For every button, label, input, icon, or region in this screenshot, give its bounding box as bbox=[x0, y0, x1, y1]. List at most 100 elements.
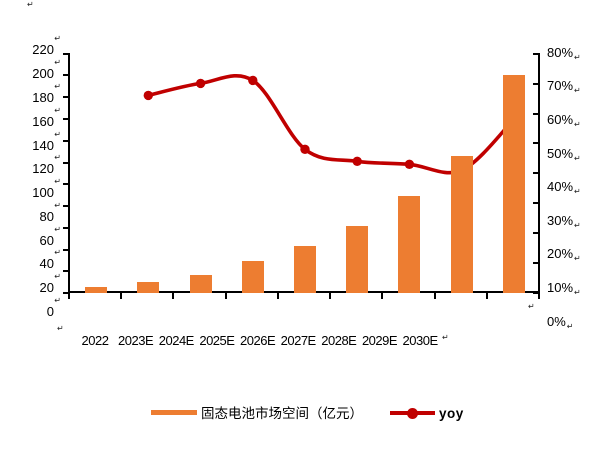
y-right-tick-label: 20%↵ bbox=[547, 246, 581, 264]
return-mark-artifact: ↵ bbox=[57, 324, 64, 333]
y-left-tick bbox=[63, 52, 69, 55]
bar-2028E bbox=[398, 196, 421, 293]
return-mark-artifact: ↵ bbox=[54, 34, 61, 44]
y-right-tick-text: 50% bbox=[547, 145, 574, 161]
y-left-tick-text: 200 bbox=[32, 66, 54, 82]
y-right-tick-text: 20% bbox=[547, 246, 574, 262]
yoy-marker-2025E bbox=[248, 75, 258, 86]
y-right-tick-label: 80%↵ bbox=[547, 45, 581, 62]
x-axis-label: 2023E bbox=[118, 333, 154, 348]
y-left-tick bbox=[63, 226, 69, 229]
yoy-marker-2026E bbox=[300, 144, 310, 154]
return-mark-artifact: ↵ bbox=[54, 296, 61, 305]
x-axis-label: 2028E bbox=[321, 333, 357, 348]
return-mark-artifact: ↵ bbox=[54, 272, 61, 282]
y-right-tick bbox=[533, 142, 539, 145]
legend-line-label: yoy bbox=[439, 406, 464, 421]
y-right-tick-label: 70%↵ bbox=[547, 78, 581, 95]
y-left-tick bbox=[63, 205, 69, 207]
y-left-tick-label: 120 ↵ bbox=[20, 154, 61, 177]
x-axis-tick bbox=[276, 293, 279, 299]
y-right-tick-label: 60%↵ bbox=[547, 112, 581, 129]
return-mark-artifact: ↵ bbox=[566, 321, 574, 331]
y-right-tick bbox=[533, 82, 539, 85]
x-axis-tick bbox=[381, 293, 384, 299]
bar-2023E bbox=[137, 282, 160, 293]
y-right-tick-label: 0%↵ bbox=[547, 314, 574, 331]
return-mark-artifact: ↵ bbox=[574, 220, 581, 230]
y-right-tick bbox=[533, 112, 539, 115]
bar-2027E bbox=[346, 225, 369, 293]
x-axis-tick bbox=[329, 293, 332, 299]
x-axis-label: 2029E bbox=[361, 333, 398, 348]
y-left-tick-text: 180 bbox=[32, 89, 54, 105]
y-right-tick bbox=[533, 52, 539, 55]
legend-line-marker-icon bbox=[407, 407, 418, 419]
return-mark-artifact: ↵ bbox=[54, 129, 61, 139]
y-right-tick-label: 50%↵ bbox=[547, 145, 581, 163]
y-left-tick bbox=[63, 183, 69, 186]
y-right-tick bbox=[533, 292, 539, 295]
bar-2022 bbox=[85, 286, 108, 293]
yoy-marker-2028E bbox=[404, 159, 415, 169]
y-left-tick bbox=[63, 292, 69, 295]
return-mark-artifact: ↵ bbox=[54, 105, 61, 115]
x-axis-label: 2025E bbox=[199, 333, 235, 348]
return-mark-artifact: ↵ bbox=[528, 302, 535, 311]
y-left-tick bbox=[63, 248, 69, 251]
return-mark-artifact: ↵ bbox=[54, 224, 61, 234]
return-mark-artifact: ↵ bbox=[27, 0, 34, 9]
y-left-tick-label: 20 ↵ bbox=[20, 273, 61, 296]
return-mark-artifact: ↵ bbox=[574, 287, 581, 297]
x-axis-label: 2026E bbox=[240, 333, 276, 348]
y-left-tick-text: 60 bbox=[39, 232, 54, 248]
y-left-tick bbox=[63, 117, 69, 120]
y-left-tick bbox=[63, 270, 69, 273]
y-left-tick-label: 160 ↵ bbox=[20, 106, 61, 130]
y-left-tick-text: 120 bbox=[32, 161, 54, 177]
return-mark-artifact: ↵ bbox=[574, 254, 581, 264]
x-axis-label: 2024E bbox=[158, 333, 195, 348]
y-left-tick-label: 60 ↵ bbox=[20, 225, 61, 249]
y-right-tick-text: 40% bbox=[547, 179, 574, 195]
return-mark-artifact: ↵ bbox=[574, 153, 581, 163]
y-left-tick-text: 160 bbox=[32, 113, 54, 129]
yoy-marker-2027E bbox=[352, 156, 362, 166]
y-left-tick-label: 180 ↵ bbox=[20, 82, 61, 106]
x-axis-tick bbox=[172, 293, 175, 299]
return-mark-artifact: ↵ bbox=[574, 119, 581, 129]
x-axis-tick bbox=[485, 293, 488, 299]
y-right-tick-label: 10%↵ bbox=[547, 279, 581, 297]
return-mark-artifact: ↵ bbox=[442, 333, 449, 342]
y-right-tick bbox=[533, 262, 539, 265]
return-mark-artifact: ↵ bbox=[54, 200, 61, 210]
y-right-tick-label: 40%↵ bbox=[547, 179, 581, 196]
bar-2029E bbox=[450, 155, 473, 293]
y-right-tick-label: 30%↵ bbox=[547, 213, 581, 230]
legend-bar-swatch bbox=[151, 410, 197, 415]
y-left-tick-label: 40 ↵ bbox=[20, 249, 61, 272]
return-mark-artifact: ↵ bbox=[54, 81, 61, 91]
y-left-tick bbox=[63, 96, 69, 99]
legend-bar-label: 固态电池市场空间（亿元） bbox=[201, 406, 363, 421]
bar-2024E bbox=[189, 274, 212, 293]
y-right-tick bbox=[533, 172, 539, 175]
y-axis-left bbox=[68, 53, 70, 293]
return-mark-artifact: ↵ bbox=[574, 52, 581, 62]
x-axis-label: 2030E bbox=[402, 333, 439, 348]
y-right-tick-text: 10% bbox=[547, 279, 574, 295]
yoy-marker-2023E bbox=[143, 90, 153, 101]
x-axis-label: 2022 bbox=[81, 333, 109, 348]
x-axis-label: 2027E bbox=[280, 333, 317, 348]
y-left-tick-text: 100 bbox=[32, 185, 54, 200]
y-left-tick-text: 220 bbox=[32, 42, 54, 58]
y-left-tick-text: 40 bbox=[39, 256, 54, 272]
y-left-tick-text: 140 bbox=[32, 137, 54, 153]
bar-2026E bbox=[294, 246, 316, 293]
y-left-tick bbox=[63, 74, 69, 77]
y-right-tick bbox=[533, 232, 539, 235]
y-left-tick-text: 20 bbox=[39, 280, 54, 296]
y-left-tick-label: 100 ↵ bbox=[20, 178, 61, 201]
x-axis-tick bbox=[538, 293, 540, 299]
